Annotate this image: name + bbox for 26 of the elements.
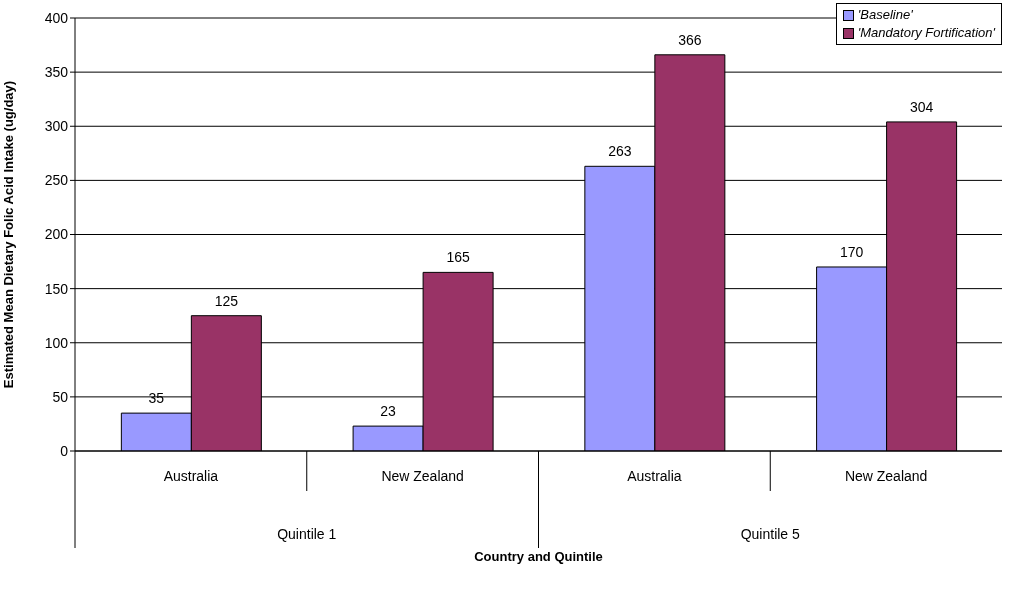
legend-label: 'Baseline' — [857, 6, 913, 24]
text: Quintile 5 — [740, 526, 801, 542]
y-tick-label: 150 — [44, 280, 69, 297]
data-label: 366 — [678, 31, 702, 48]
data-label: 304 — [909, 98, 934, 115]
x-tick-label: Australia — [163, 468, 219, 484]
text: Quintile 1 — [277, 526, 337, 542]
x-tick-label: New Zealand — [844, 468, 928, 484]
x-tick-label: New Zealand — [381, 468, 464, 484]
y-tick-label: 50 — [52, 388, 69, 405]
x-tick-label: Australia — [627, 468, 682, 484]
data-label: 263 — [608, 143, 632, 160]
y-axis-title: Estimated Mean Dietary Folic Acid Intake (ug/day) — [0, 80, 16, 389]
x-axis-title: Country and Quintile — [474, 549, 603, 564]
y-tick-label: 100 — [44, 334, 69, 351]
data-label: 23 — [380, 403, 397, 420]
y-tick-label: 300 — [44, 118, 69, 135]
y-tick-label: 350 — [44, 64, 69, 81]
data-label: 170 — [839, 243, 864, 260]
y-tick-label: 200 — [44, 226, 69, 243]
data-label: 165 — [446, 249, 470, 266]
y-tick-label: 250 — [44, 172, 69, 189]
y-tick-label: 400 — [44, 9, 69, 26]
legend-label: 'Mandatory Fortification' — [857, 24, 995, 42]
y-tick-label: 0 — [60, 442, 69, 459]
data-label: 125 — [214, 292, 239, 309]
